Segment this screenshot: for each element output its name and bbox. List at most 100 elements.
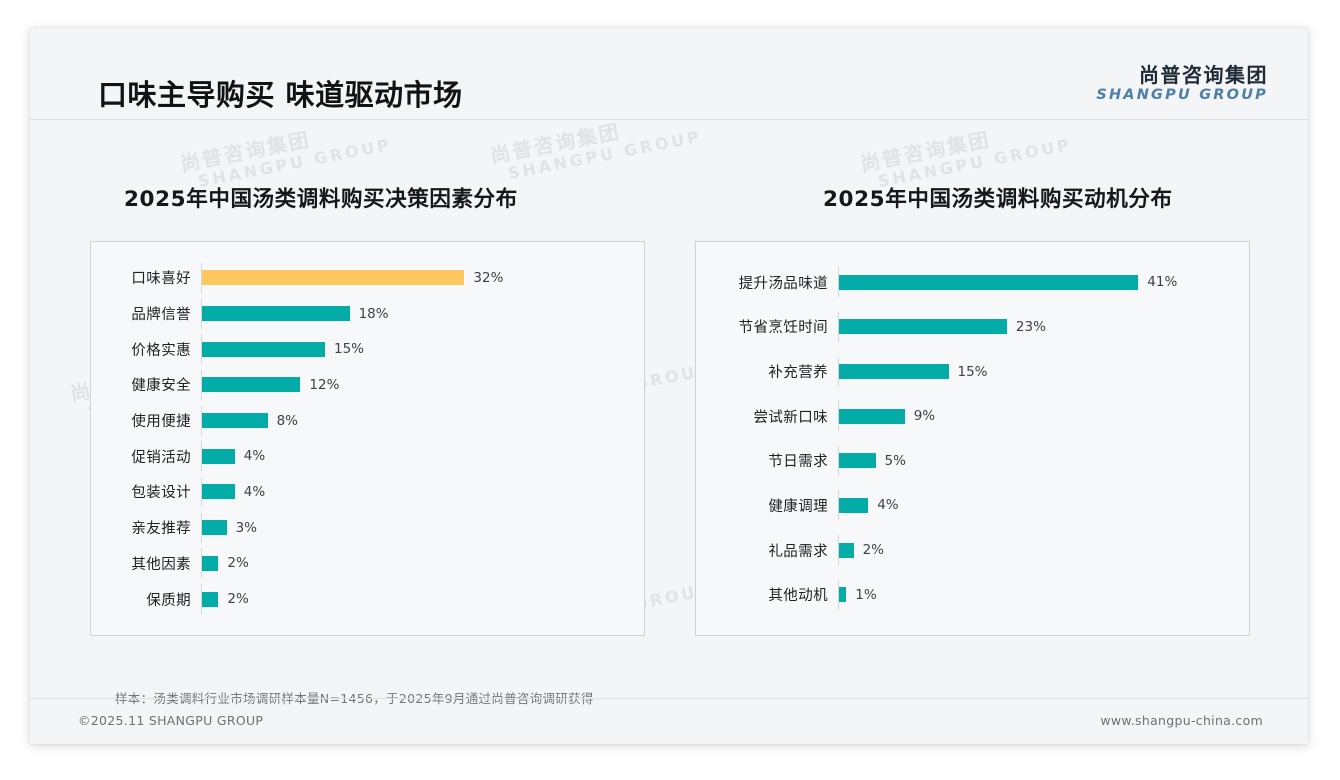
- bar-row: 健康安全 12%: [91, 369, 644, 400]
- chart-left-panel: 口味喜好 32% 品牌信誉 18% 价格实惠 15% 健康安全 12% 使用便捷 8% 促销活动 4%…: [90, 241, 645, 636]
- footer-website: www.shangpu-china.com: [1100, 713, 1263, 728]
- bar-value-label: 9%: [913, 408, 936, 425]
- chart-left: 2025年中国汤类调料购买决策因素分布 口味喜好 32% 品牌信誉 18% 价格实惠 15…: [90, 120, 645, 636]
- category-axis-line: [838, 445, 839, 476]
- bar-row: 亲友推荐 3%: [91, 512, 644, 543]
- chart-left-rows: 口味喜好 32% 品牌信誉 18% 价格实惠 15% 健康安全 12% 使用便捷 8% 促销活动 4%…: [91, 260, 644, 617]
- bar-category-label: 尝试新口味: [753, 409, 828, 426]
- bar: [839, 408, 905, 424]
- bar-category-label: 节省烹饪时间: [738, 320, 828, 337]
- bar-category-label: 其他因素: [131, 556, 191, 573]
- bar-value-label: 12%: [309, 376, 340, 393]
- category-axis-line: [201, 262, 202, 293]
- bar-value-label: 41%: [1147, 274, 1178, 291]
- category-axis-line: [838, 267, 839, 298]
- bar-value-label: 18%: [358, 305, 389, 322]
- chart-left-title: 2025年中国汤类调料购买决策因素分布: [124, 187, 518, 212]
- bar-row: 品牌信誉 18%: [91, 298, 644, 329]
- bar: [839, 319, 1007, 335]
- bar-row: 健康调理 4%: [696, 490, 1249, 521]
- logo-english-text: SHANGPU GROUP: [1096, 87, 1268, 103]
- bar: [839, 497, 869, 513]
- bar-category-label: 礼品需求: [768, 543, 828, 560]
- bar-category-label: 促销活动: [131, 449, 191, 466]
- category-axis-line: [201, 405, 202, 436]
- category-axis-line: [838, 311, 839, 342]
- slide-footer: ©2025.11 SHANGPU GROUP www.shangpu-china…: [30, 698, 1308, 744]
- category-axis-line: [838, 579, 839, 610]
- bar-value-label: 4%: [877, 497, 899, 514]
- bar-category-label: 保质期: [146, 592, 191, 609]
- bar-row: 口味喜好 32%: [91, 262, 644, 293]
- bar: [202, 520, 227, 536]
- bar: [202, 555, 219, 571]
- category-axis-line: [201, 548, 202, 579]
- bar-category-label: 节日需求: [768, 454, 828, 471]
- category-axis-line: [201, 298, 202, 329]
- category-axis-line: [838, 535, 839, 566]
- chart-right-title: 2025年中国汤类调料购买动机分布: [823, 187, 1173, 212]
- chart-right-rows: 提升汤品味道 41% 节省烹饪时间 23% 补充营养 15% 尝试新口味 9% 节日需求 5% 健康…: [696, 260, 1249, 617]
- bar-value-label: 23%: [1015, 318, 1046, 335]
- category-axis-line: [201, 334, 202, 365]
- bar-row: 促销活动 4%: [91, 441, 644, 472]
- bar-row: 礼品需求 2%: [696, 535, 1249, 566]
- bar-row: 尝试新口味 9%: [696, 401, 1249, 432]
- bar-value-label: 15%: [957, 363, 988, 380]
- logo-chinese-text: 尚普咨询集团: [1139, 63, 1268, 87]
- bar: [202, 591, 219, 607]
- bar-category-label: 健康调理: [768, 498, 828, 515]
- bar: [202, 413, 268, 429]
- bar-value-label: 4%: [243, 483, 266, 500]
- category-axis-line: [838, 356, 839, 387]
- bar: [202, 448, 235, 464]
- bar-category-label: 亲友推荐: [131, 521, 191, 538]
- bar-value-label: 8%: [276, 412, 299, 429]
- chart-right: 2025年中国汤类调料购买动机分布 提升汤品味道 41% 节省烹饪时间 23% 补充营养…: [695, 120, 1250, 636]
- bar-row: 提升汤品味道 41%: [696, 267, 1249, 298]
- bar: [202, 341, 325, 357]
- bar-value-label: 32%: [473, 269, 504, 286]
- bar: [202, 270, 465, 286]
- category-axis-line: [201, 512, 202, 543]
- bar-value-label: 3%: [235, 519, 258, 536]
- bar-value-label: 5%: [884, 452, 906, 469]
- bar-category-label: 口味喜好: [131, 271, 191, 288]
- bar: [202, 306, 350, 322]
- bar-category-label: 其他动机: [768, 588, 828, 605]
- bar-category-label: 使用便捷: [131, 414, 191, 431]
- bar: [839, 453, 876, 469]
- bar-row: 包装设计 4%: [91, 476, 644, 507]
- bar-value-label: 2%: [227, 591, 249, 608]
- bar-category-label: 补充营养: [768, 365, 828, 382]
- footer-copyright: ©2025.11 SHANGPU GROUP: [78, 713, 264, 728]
- bar-row: 补充营养 15%: [696, 356, 1249, 387]
- bar-value-label: 4%: [243, 448, 266, 465]
- bar-category-label: 健康安全: [131, 378, 191, 395]
- category-axis-line: [838, 401, 839, 432]
- bar-value-label: 15%: [334, 341, 365, 358]
- bar-row: 保质期 2%: [91, 584, 644, 615]
- bar-value-label: 1%: [855, 586, 877, 603]
- bar-row: 价格实惠 15%: [91, 334, 644, 365]
- bar: [202, 377, 301, 393]
- brand-logo: 尚普咨询集团 SHANGPU GROUP: [1096, 64, 1268, 104]
- category-axis-line: [201, 369, 202, 400]
- bar-value-label: 2%: [227, 555, 249, 572]
- bar-row: 其他动机 1%: [696, 579, 1249, 610]
- category-axis-line: [838, 490, 839, 521]
- bar-category-label: 提升汤品味道: [738, 275, 828, 292]
- bar-row: 节省烹饪时间 23%: [696, 311, 1249, 342]
- bar-row: 节日需求 5%: [696, 445, 1249, 476]
- bar-row: 其他因素 2%: [91, 548, 644, 579]
- bar: [839, 542, 854, 558]
- bar: [839, 587, 847, 603]
- charts-container: 2025年中国汤类调料购买决策因素分布 口味喜好 32% 品牌信誉 18% 价格实惠 15…: [30, 120, 1308, 680]
- category-axis-line: [201, 584, 202, 615]
- bar: [202, 484, 235, 500]
- bar-category-label: 包装设计: [131, 485, 191, 502]
- chart-right-panel: 提升汤品味道 41% 节省烹饪时间 23% 补充营养 15% 尝试新口味 9% 节日需求 5% 健康…: [695, 241, 1250, 636]
- slide-card: 尚普咨询集团 SHANGPU GROUP 尚普咨询集团 SHANGPU GROU…: [30, 28, 1308, 744]
- bar-row: 使用便捷 8%: [91, 405, 644, 436]
- bar: [839, 274, 1139, 290]
